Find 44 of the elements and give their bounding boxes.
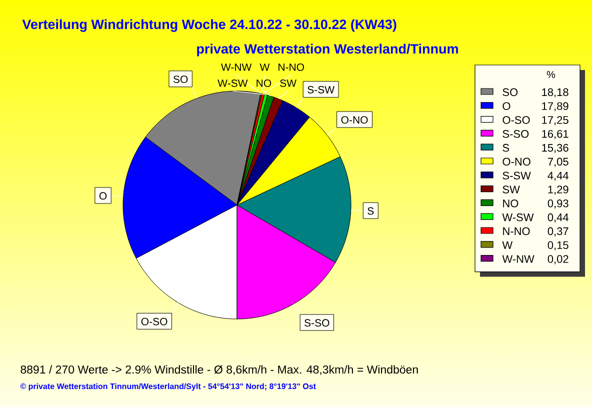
legend-label: O	[502, 102, 510, 110]
legend-label: S	[502, 144, 510, 152]
data-label: 18,18	[542, 88, 568, 98]
slice-label: NO	[256, 79, 272, 87]
data-label: 15,36	[542, 144, 568, 154]
text: © private Wetterstation Tinnum/Westerland/Sylt - 54°54'13" Nord; 8°19'13" Ost	[20, 383, 316, 391]
legend-label: S-SW	[502, 172, 531, 180]
data-label: 0,02	[548, 255, 568, 264]
slice-label: S-SO	[304, 319, 330, 327]
legend-label: O-SO	[502, 116, 530, 124]
data-label: 0,44	[548, 213, 568, 223]
chart-title: Verteilung Windrichtung Woche 24.10.22 - 30.10.22 (KW43)	[22, 19, 396, 32]
data-label: 7,05	[548, 158, 568, 167]
data-label: 16,61	[542, 130, 568, 140]
legend-label: W-SW	[502, 213, 534, 222]
data-label: 0,15	[548, 241, 568, 250]
slice-label: S	[368, 207, 374, 215]
legend-label: O-NO	[502, 158, 530, 166]
slice-label: SO	[173, 76, 188, 84]
legend-label: N-NO	[503, 227, 530, 236]
data-label: 17,25	[542, 116, 568, 126]
data-label: 4,44	[548, 172, 568, 181]
legend-label: SW	[502, 186, 520, 194]
text: 8891 / 270 Werte -> 2.9% Windstille - Ø 8,6km/h - Max. 48,3km/h = Windböen	[20, 365, 418, 375]
slice-label: O-SO	[141, 318, 168, 326]
data-label: 1,29	[548, 186, 568, 195]
slice-label: O	[99, 192, 107, 200]
legend-title: %	[546, 71, 556, 78]
data-label: 0,93	[548, 200, 568, 209]
slice-label: N-NO	[278, 63, 304, 71]
slice-label: S-SW	[308, 86, 334, 94]
slice-label: O-NO	[341, 116, 368, 124]
slice-label: SW	[280, 79, 296, 87]
legend-label: NO	[503, 200, 518, 208]
legend-label: SO	[502, 88, 518, 96]
data-label: 17,89	[542, 102, 568, 112]
slice-label: W-SW	[218, 79, 248, 87]
legend-label: S-SO	[502, 130, 529, 138]
slice-label: W-NW	[221, 64, 252, 71]
legend-label: W-NW	[502, 255, 534, 263]
chart-subtitle: private Wetterstation Westerland/Tinnum	[197, 44, 458, 56]
legend-label: W	[502, 241, 513, 249]
slice-label: W	[260, 64, 270, 71]
data-label: 0,37	[548, 227, 568, 236]
